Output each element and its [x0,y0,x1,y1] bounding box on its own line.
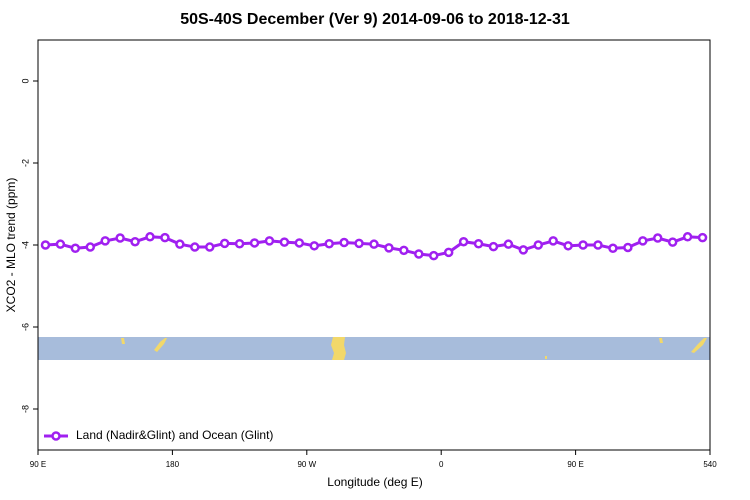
point [384,243,394,253]
point [145,232,155,242]
point [175,239,185,249]
x-tick-label: 90 E [567,460,583,469]
point [130,236,140,247]
y-tick-label: -6 [20,323,30,331]
y-tick-label: -8 [20,405,30,413]
y-tick-label: -2 [20,159,30,167]
x-tick-label: 180 [166,460,180,469]
chart-title: 50S-40S December (Ver 9) 2014-09-06 to 2… [180,11,570,28]
point [697,232,708,243]
point [264,236,275,246]
point [309,241,320,251]
legend-marker [51,431,61,441]
legend-label: Land (Nadir&Glint) and Ocean (Glint) [76,428,273,442]
point [115,233,125,243]
y-tick-label: 0 [20,78,30,83]
point [190,242,200,252]
point [578,240,588,250]
point [652,233,663,243]
point [428,250,439,261]
point [279,237,290,247]
point [458,236,469,247]
point [354,238,364,249]
land-ocean-strip [38,337,710,360]
point [548,236,558,246]
point [324,239,334,249]
point [219,238,230,249]
point [473,239,484,249]
point [100,236,110,246]
point [85,242,96,252]
point [533,240,544,250]
point [593,240,603,250]
point [204,242,215,252]
point [234,239,245,249]
point [55,239,66,249]
point [518,245,529,255]
point [339,237,349,248]
x-tick-label: 90 W [297,460,316,469]
point [638,236,648,246]
point [443,247,454,258]
ocean-band [38,337,710,360]
point [608,243,618,254]
point [682,232,693,242]
point [488,241,499,252]
x-tick-label: 540 [703,460,717,469]
x-axis-label: Longitude (deg E) [327,475,422,489]
x-tick-label: 90 E [30,460,46,469]
point [160,232,170,243]
point [249,238,260,248]
point [70,243,81,254]
point [40,240,51,250]
point [503,239,514,249]
point [623,242,633,253]
point [399,245,409,256]
y-axis-label: XCO2 - MLO trend (ppm) [4,178,18,313]
point [414,249,424,259]
x-tick-label: 0 [439,460,444,469]
point [369,239,379,249]
point [294,238,305,248]
y-tick-label: -4 [20,241,30,249]
point [667,237,678,247]
point [563,241,573,251]
